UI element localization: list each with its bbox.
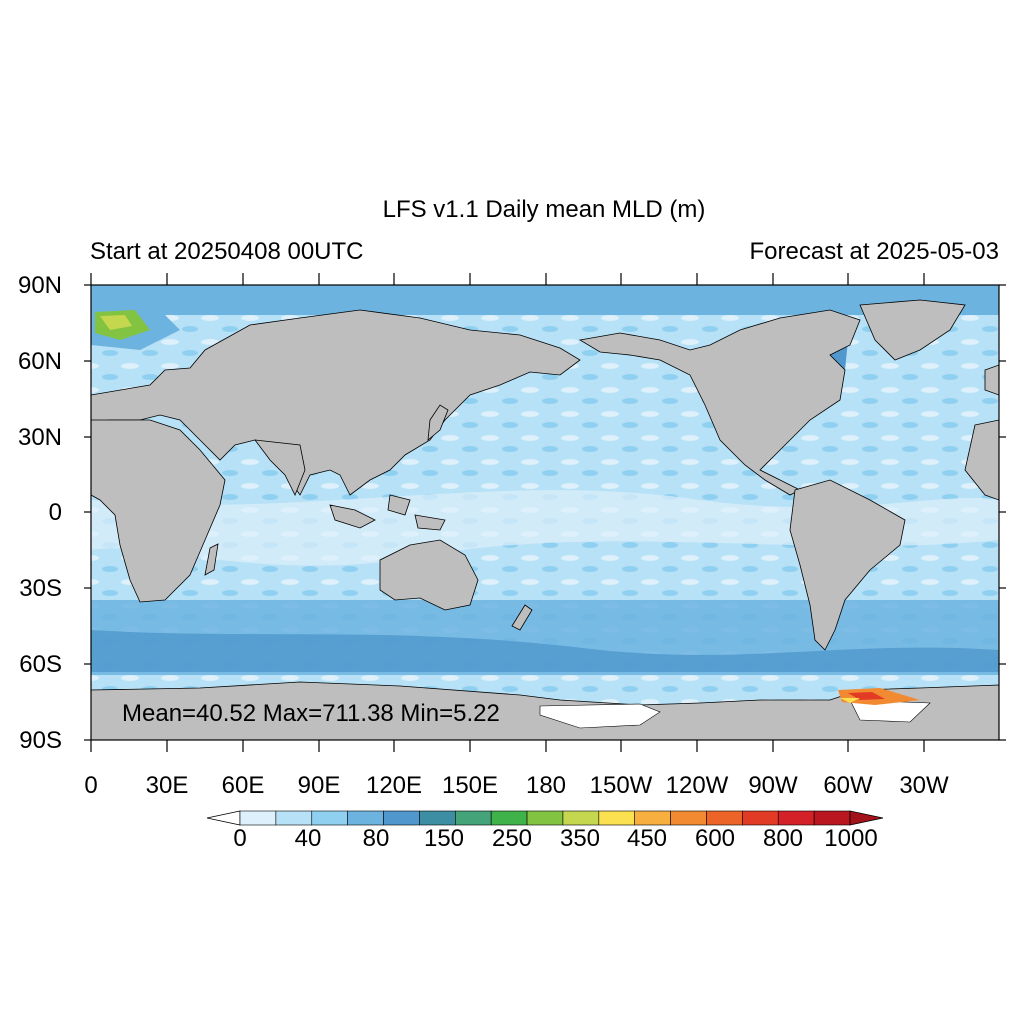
lon-label: 0	[84, 772, 98, 799]
lon-label: 120W	[665, 772, 729, 799]
australia-land	[379, 539, 479, 611]
lat-label: 30N	[17, 424, 62, 451]
colorbar-swatch	[490, 810, 528, 826]
colorbar-over-triangle	[849, 810, 884, 826]
colorbar-label: 800	[762, 825, 804, 852]
southern-ocean-deep	[91, 630, 999, 672]
arctic-band	[91, 285, 999, 315]
lat-label: 0	[48, 499, 62, 526]
lon-label: 60E	[221, 772, 265, 799]
colorbar-swatch	[275, 810, 313, 826]
lon-ticks	[90, 273, 925, 752]
africa-land	[91, 419, 226, 603]
colorbar-swatch	[347, 810, 384, 826]
stats-label: Mean=40.52 Max=711.38 Min=5.22	[122, 700, 500, 727]
lat-ticks	[84, 284, 1006, 741]
colorbar-swatch	[777, 810, 815, 826]
colorbar-label: 250	[491, 825, 533, 852]
colorbar-label: 40	[294, 825, 322, 852]
lat-label: 60N	[17, 348, 62, 375]
colorbar-label: 350	[559, 825, 601, 852]
colorbar-swatch	[706, 810, 743, 826]
colorbar-swatch	[742, 810, 779, 826]
lon-label: 120E	[365, 772, 423, 799]
lon-label: 90E	[297, 772, 341, 799]
colorbar-swatch	[634, 810, 671, 826]
madagascar-land	[204, 543, 219, 576]
lat-label: 60S	[19, 651, 62, 678]
colorbar-label: 1000	[824, 825, 878, 852]
greenland-land	[859, 299, 966, 361]
colorbar-label: 450	[626, 825, 668, 852]
colorbar-label: 150	[423, 825, 465, 852]
colorbar-swatch	[311, 810, 348, 826]
colorbar-label: 600	[694, 825, 736, 852]
lon-label: 150E	[441, 772, 499, 799]
colorbar	[206, 810, 884, 826]
land	[91, 299, 999, 740]
tropical-shallow	[91, 490, 999, 566]
colorbar-swatch	[419, 810, 456, 826]
colorbar-label: 0	[233, 825, 247, 852]
colorbar-swatch	[454, 810, 492, 826]
ross-ice-shelf	[539, 703, 661, 729]
map-title: LFS v1.1 Daily mean MLD (m)	[382, 196, 706, 223]
colorbar-swatch	[526, 810, 564, 826]
colorbar-swatch	[670, 810, 707, 826]
indonesia-land	[329, 504, 376, 529]
north-america-land	[578, 309, 861, 496]
lat-label: 90N	[17, 272, 62, 299]
lon-label: 60W	[823, 772, 873, 799]
lon-label: 150W	[589, 772, 653, 799]
map-field	[91, 285, 999, 740]
lat-label: 30S	[19, 575, 62, 602]
lon-label: 90W	[748, 772, 798, 799]
new-zealand-land	[511, 604, 533, 631]
forecast-time-label: Forecast at 2025-05-03	[749, 238, 999, 265]
south-america-land	[789, 479, 906, 651]
lat-label: 90S	[19, 727, 62, 754]
colorbar-swatch	[383, 810, 420, 826]
lon-label: 30W	[899, 772, 949, 799]
lon-label: 30E	[145, 772, 189, 799]
colorbar-swatch	[562, 810, 600, 826]
colorbar-swatch	[598, 810, 636, 826]
colorbar-under-triangle	[206, 810, 241, 826]
colorbar-swatch	[813, 810, 851, 826]
africa-west-edge	[964, 419, 999, 501]
colorbar-swatch	[239, 810, 277, 826]
colorbar-label: 80	[362, 825, 390, 852]
start-time-label: Start at 20250408 00UTC	[90, 238, 364, 265]
japan-land	[427, 404, 449, 441]
weddell-ice-shelf	[849, 699, 931, 723]
eurasia-land	[91, 309, 581, 496]
lon-label: 180	[525, 772, 567, 799]
